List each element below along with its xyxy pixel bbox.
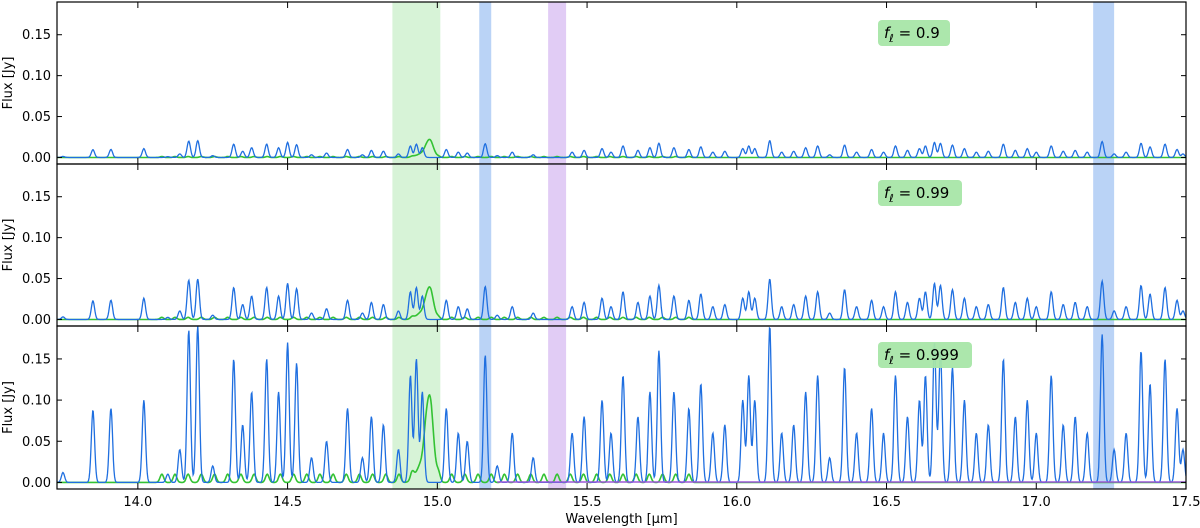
annotation-box xyxy=(878,342,972,368)
x-tick-label: 14.5 xyxy=(273,495,302,510)
band-blue-2 xyxy=(479,2,492,164)
band-purple-3 xyxy=(548,2,567,164)
y-axis-label: Flux [Jy] xyxy=(1,219,16,272)
band-purple-3 xyxy=(548,164,567,326)
annotation-label: fℓ = 0.9 xyxy=(884,24,940,45)
band-purple-3 xyxy=(548,326,567,489)
series-blue-line xyxy=(57,326,1186,484)
annotation-box xyxy=(878,180,962,206)
annotation-box xyxy=(878,20,950,46)
x-tick-label: 14.0 xyxy=(123,495,152,510)
x-tick-label: 17.5 xyxy=(1172,495,1200,510)
x-tick-label: 17.0 xyxy=(1022,495,1051,510)
annotation-label: fℓ = 0.999 xyxy=(884,346,959,367)
y-tick-label: 0.05 xyxy=(22,272,51,287)
panel-1: 0.00 0.05 0.10 0.15 Flux [Jy] fℓ = 0.9 xyxy=(1,1,1187,166)
y-tick-label: 0.10 xyxy=(22,69,51,84)
x-axis-label: Wavelength [μm] xyxy=(565,512,677,527)
y-tick-label: 0.05 xyxy=(22,110,51,125)
band-blue-2 xyxy=(479,164,492,326)
band-green-1 xyxy=(392,326,441,489)
panel-frame xyxy=(56,325,1187,490)
panel-2: 0.00 0.05 0.10 0.15 Flux [Jy] fℓ = 0.99 xyxy=(1,163,1187,328)
y-tick-label: 0.15 xyxy=(22,190,51,205)
y-tick-label: 0.05 xyxy=(22,435,51,450)
x-tick-label: 16.5 xyxy=(872,495,901,510)
x-tick-label: 15.0 xyxy=(423,495,452,510)
y-tick-label: 0.00 xyxy=(22,151,51,166)
band-green-1 xyxy=(392,2,441,164)
y-tick-label: 0.00 xyxy=(22,476,51,491)
y-tick-label: 0.15 xyxy=(22,352,51,367)
x-tick-label: 15.5 xyxy=(573,495,602,510)
y-tick-label: 0.00 xyxy=(22,313,51,328)
series-blue-line xyxy=(57,278,1186,321)
panel-3: 14.0 14.5 15.0 15.5 16.0 16.5 17.0 17.5 0.00 0.05… xyxy=(1,325,1200,510)
annotation-label: fℓ = 0.99 xyxy=(884,184,949,205)
y-tick-label: 0.10 xyxy=(22,394,51,409)
x-tick-label: 16.0 xyxy=(722,495,751,510)
y-tick-label: 0.15 xyxy=(22,28,51,43)
band-blue-4 xyxy=(1093,2,1115,164)
panel-frame xyxy=(56,1,1187,165)
y-axis-label: Flux [Jy] xyxy=(1,381,16,434)
series-blue-line xyxy=(57,139,1186,159)
band-blue-2 xyxy=(479,326,492,489)
y-axis-label: Flux [Jy] xyxy=(1,57,16,110)
band-blue-4 xyxy=(1093,164,1115,326)
y-tick-label: 0.10 xyxy=(22,231,51,246)
